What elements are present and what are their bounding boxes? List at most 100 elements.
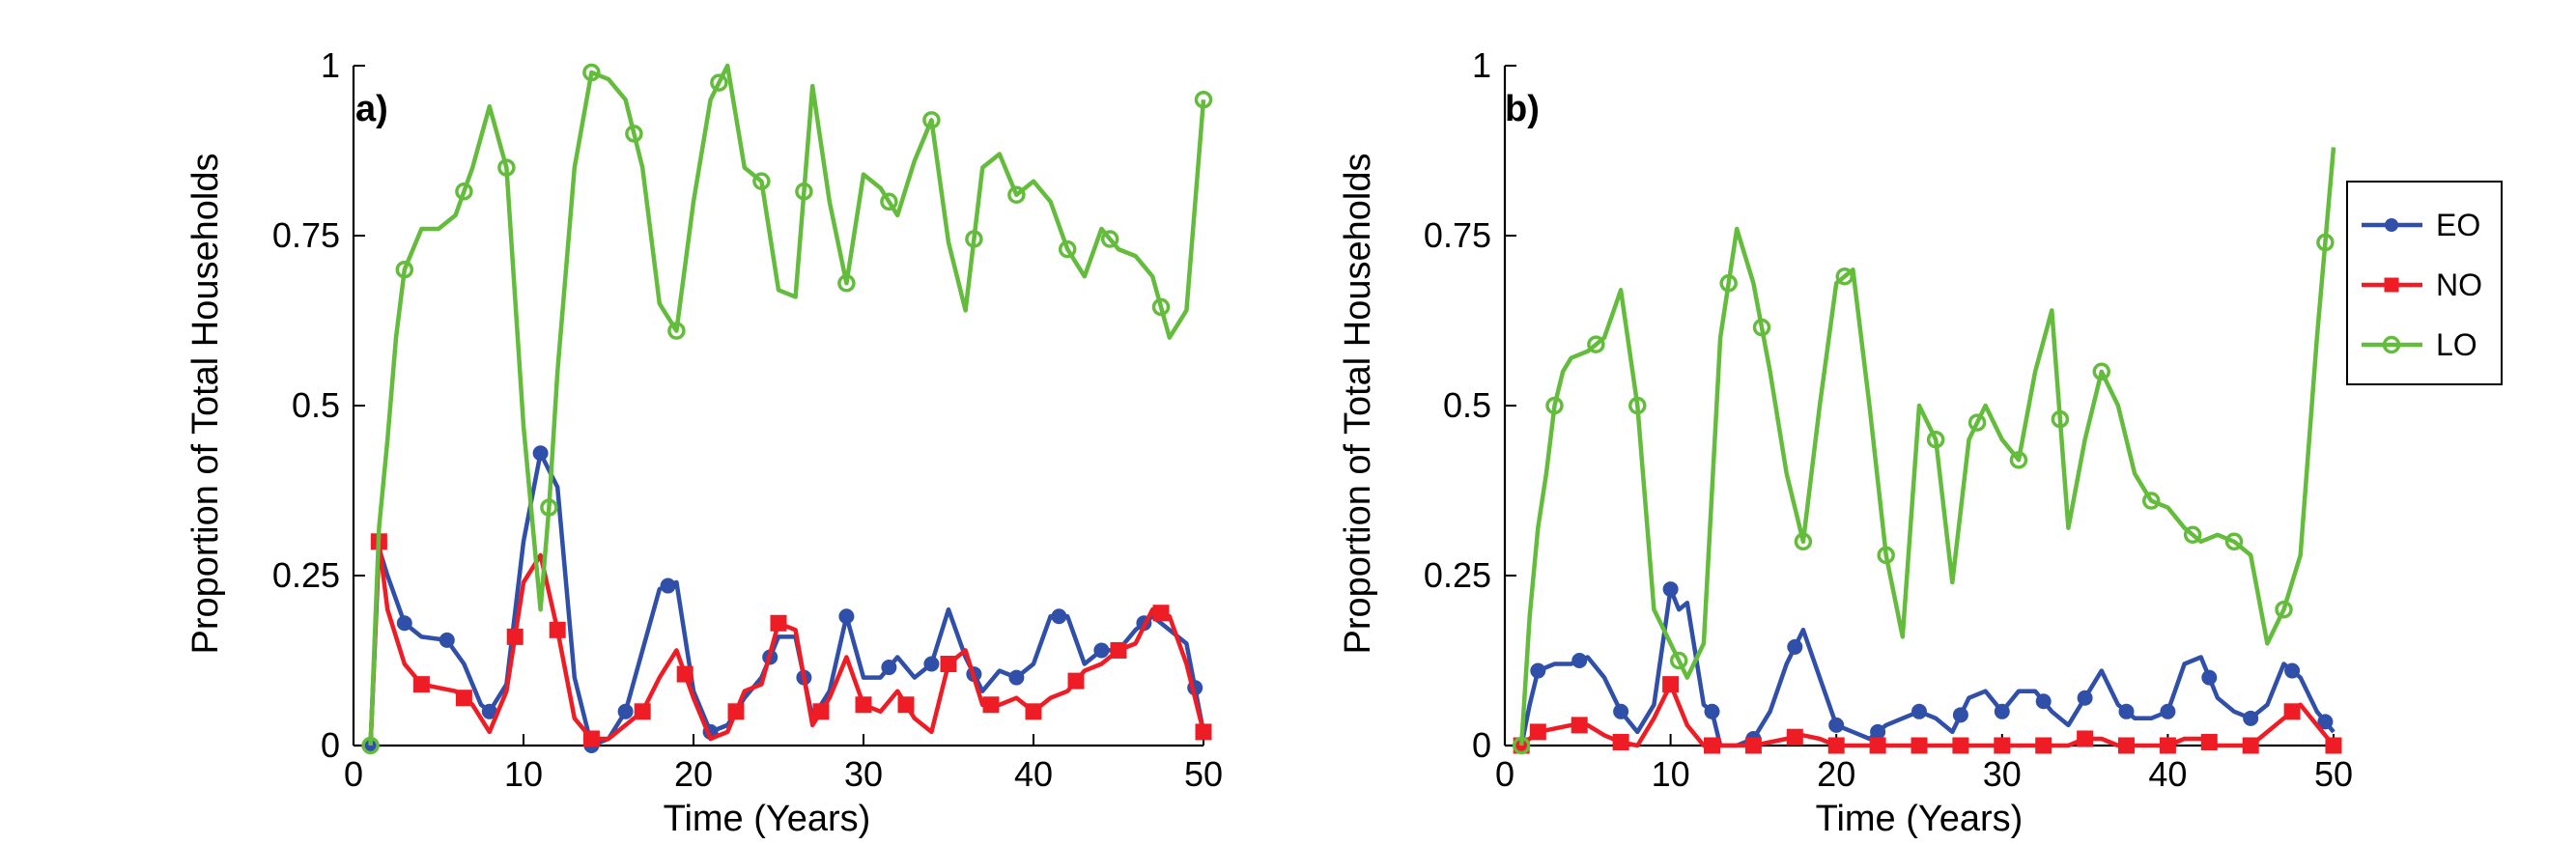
panel-b-series-no-marker [2325,737,2342,754]
panel-b-x-tick-label: 50 [2314,754,2353,794]
panel-b-series-eo-marker [2077,690,2093,706]
legend-marker-lo [2382,335,2401,354]
panel-b-series-lo-marker [1926,430,1945,449]
panel-a-series-eo-marker [923,656,940,672]
panel-b-y-tick-label: 1 [1472,45,1491,85]
panel-a-series-no-marker [940,656,957,673]
panel-b-series-lo-line [1518,147,2336,746]
panel-a-series-lo-marker [395,260,414,279]
panel-a-series-lo-marker [710,73,728,92]
panel-a-x-tick-label: 10 [504,754,543,794]
panel-b-series-no-marker [2077,730,2094,747]
panel-b-series-eo-line [1518,586,2335,748]
panel-a-series-lo-marker [1058,239,1077,259]
panel-a-series-no-marker [855,696,872,714]
panel-b-series-lo-marker [1877,546,1895,565]
panel-a-series-lo-marker [752,172,771,190]
panel-a-y-tick-label: 1 [321,45,340,85]
panel-b-series-eo-marker [2317,714,2334,730]
panel-a-series-no-marker [1152,605,1170,622]
panel-a-series-no-marker [412,676,430,693]
panel-a-series-no-marker [1195,723,1212,741]
panel-b-x-tick-label: 10 [1652,754,1690,794]
panel-b-series-eo-marker [2284,662,2301,679]
panel-b-series-no-marker [1786,728,1803,746]
panel-a-series-lo-marker [1100,230,1119,248]
panel-a-xlabel: Time (Years) [664,799,871,839]
panel-a-x-tick-label: 40 [1014,754,1053,794]
panel-b-label: b) [1505,89,1540,129]
panel-b-series-no-marker [2035,737,2052,754]
panel-a-series-no-marker [1025,703,1042,720]
panel-a-ylabel: Proportion of Total Households [185,154,226,655]
panel-a-series-lo-marker [361,736,380,755]
panel-a-series-no-marker [549,621,566,638]
panel-a-series-lo-marker [455,182,473,201]
panel-b-series-no-marker [1869,737,1886,754]
panel-b-x-tick-label: 0 [1495,754,1514,794]
panel-b-x-tick-label: 20 [1817,754,1855,794]
panel-a-series-eo-marker [439,632,455,648]
panel-a-series-eo-marker [660,577,676,594]
panel-a-series-eo-marker [1008,669,1025,686]
panel-b-series-no-marker [1571,717,1588,734]
panel-b-series-eo-marker [1911,703,1927,719]
panel-b-series-eo-marker [1530,662,1546,679]
panel-a-series-no-marker [982,696,1000,714]
panel-a-series-no-marker [727,703,745,720]
panel-b-series-lo-marker [2141,492,2161,510]
panel-b-series-no-marker [1994,737,2011,754]
panel-a-x-tick-label: 30 [844,754,883,794]
panel-b-series-eo-marker [1994,703,2010,719]
panel-b-series-lo-marker [1512,736,1531,755]
panel-b-series-no-marker [2159,737,2176,754]
panel-b-series-lo-marker [2092,362,2111,381]
panel-a-series-no-marker [770,614,787,632]
panel-a-series-lo-marker [837,274,856,293]
panel-a-x-tick-label: 50 [1184,754,1223,794]
panel-b-series-lo-marker [1669,651,1688,670]
panel-b-series-eo-marker [2243,710,2259,726]
legend-marker-eo [2385,218,2398,232]
panel-a-series-lo-marker [795,182,813,201]
panel-a-series-no-marker [676,665,694,683]
panel-b-series-no-marker [2283,703,2301,720]
panel-b-series-lo-marker [1835,267,1854,286]
panel-a-series-lo-marker [582,63,601,82]
panel-a-y-tick-label: 0 [321,725,340,765]
panel-a-series-eo-marker [838,608,855,625]
panel-b-series-eo-marker [1704,703,1720,719]
panel-a-series-lo-marker [667,322,686,340]
panel-a-series-lo-marker [1151,297,1171,317]
panel-b-y-tick-label: 0.5 [1443,385,1491,425]
panel-b-series-eo-marker [1613,703,1629,719]
panel-a: Proportion of Total Households Time (Yea… [185,45,1223,839]
panel-b-series-lo-marker [1628,396,1647,415]
panel-b-series-no-marker [1704,737,1720,754]
panel-b-series-no-marker [1911,737,1928,754]
panel-b-xlabel: Time (Years) [1816,799,2024,839]
panel-b: Proportion of Total Households Time (Yea… [1338,45,2503,839]
panel-a-series-no-marker [897,696,915,714]
panel-b-series-no-marker [1612,733,1629,750]
panel-a-series-lo-marker [625,125,643,143]
panel-b-series-eo-marker [1662,581,1679,598]
panel-b-x-tick-label: 30 [1983,754,2022,794]
panel-a-y-tick-label: 0.25 [272,555,340,595]
panel-a-series-no-marker [812,703,830,720]
panel-a-series-lo-marker [540,498,558,517]
panel-a-series-eo-line [368,451,1206,748]
panel-a-series-lo-marker [497,158,516,177]
panel-b-series-lo-marker [2224,532,2244,551]
panel-a-series-eo-marker [617,703,634,719]
panel-a-series-lo-marker [965,230,983,248]
panel-b-series-no-marker [1662,676,1680,693]
legend-label-lo: LO [2436,327,2477,362]
panel-a-series-eo-marker [1051,608,1067,625]
panel-a-series-lo-marker [1007,185,1026,205]
panel-b-x-tick-label: 40 [2148,754,2187,794]
panel-b-series-lo-marker [1794,532,1813,551]
panel-b-ylabel: Proportion of Total Households [1338,154,1378,655]
panel-a-series-lo-marker [922,111,941,129]
